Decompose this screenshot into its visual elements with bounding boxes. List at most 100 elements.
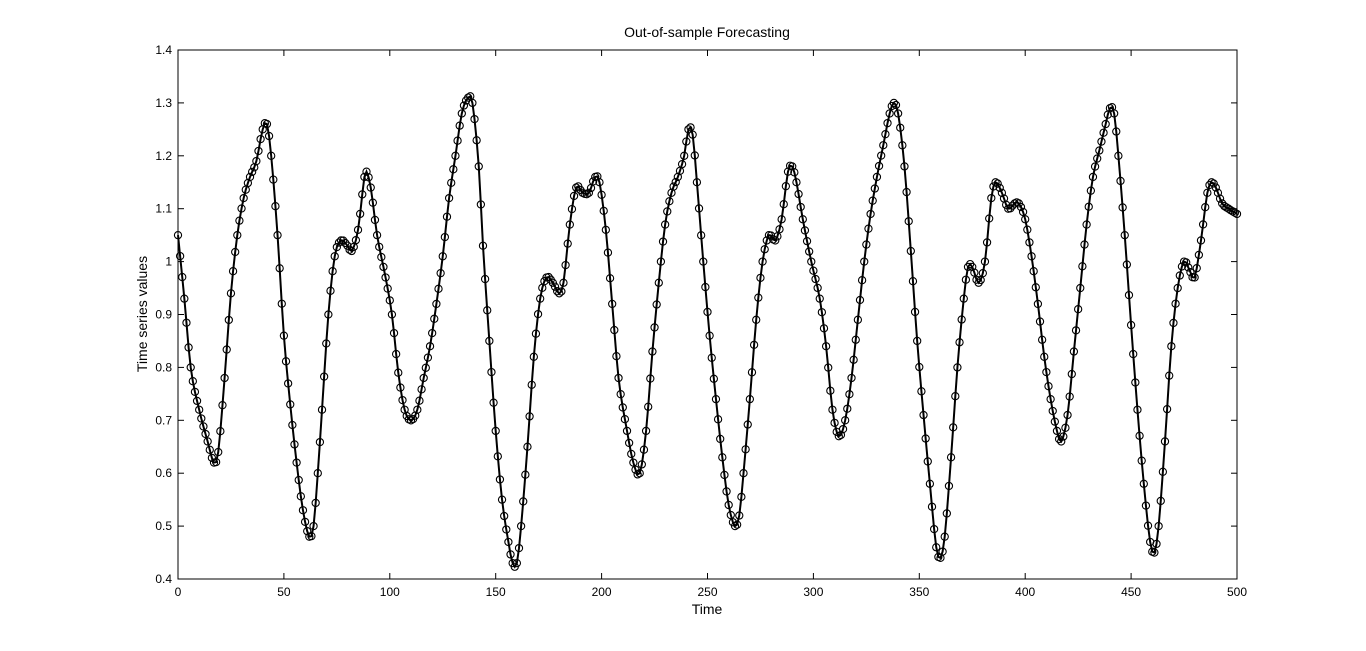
series-point: [277, 299, 286, 308]
series-point: [1215, 194, 1225, 203]
series-point: [612, 352, 621, 361]
series-point: [275, 264, 284, 273]
series-point: [264, 131, 274, 141]
series-point: [658, 237, 668, 246]
series-point: [472, 136, 481, 145]
series-point: [550, 282, 560, 291]
series-point: [1059, 432, 1068, 441]
series-point: [438, 252, 447, 261]
series-point: [370, 215, 380, 225]
series-point: [1027, 252, 1036, 261]
series-point: [908, 277, 918, 286]
series-point: [932, 543, 941, 552]
series-point: [1192, 264, 1201, 273]
series-point: [1226, 205, 1235, 215]
series-point: [1182, 258, 1191, 267]
series-point: [220, 373, 229, 383]
series-point: [1021, 215, 1030, 224]
series-point: [303, 527, 312, 536]
series-point: [1088, 172, 1098, 182]
series-point: [896, 123, 905, 132]
series-point: [389, 328, 399, 338]
x-tick-label: 150: [486, 585, 506, 599]
series-point: [940, 532, 949, 541]
series-point: [824, 363, 833, 372]
series-point: [1213, 188, 1223, 197]
series-point: [709, 374, 718, 383]
series-point: [781, 182, 791, 191]
series-point: [273, 230, 282, 240]
series-point: [428, 328, 437, 338]
series-point: [790, 168, 799, 177]
x-tick-label: 400: [1015, 585, 1035, 599]
series-point: [997, 188, 1007, 197]
series-point: [637, 460, 646, 469]
series-point: [788, 162, 797, 171]
series-point: [1175, 271, 1184, 280]
series-point: [432, 299, 441, 309]
series-point: [805, 247, 814, 256]
x-axis-label: Time: [692, 601, 723, 617]
series-point: [328, 267, 337, 276]
series-point: [603, 248, 613, 257]
series-point: [1150, 548, 1159, 557]
series-point: [900, 162, 909, 171]
series-point: [1095, 146, 1104, 155]
series-point: [470, 114, 479, 124]
series-point: [1201, 203, 1210, 212]
series-point: [730, 521, 740, 531]
series-point: [660, 220, 670, 229]
series-point: [1101, 119, 1110, 129]
series-point: [724, 500, 733, 510]
series-point: [703, 307, 712, 317]
series-point: [252, 156, 261, 166]
series-point: [682, 137, 691, 146]
series-point: [262, 119, 272, 129]
series-point: [938, 547, 947, 556]
series-point: [699, 257, 708, 266]
series-point: [1042, 367, 1051, 377]
series-point: [451, 151, 460, 160]
series-point: [224, 315, 233, 325]
x-tick-label: 100: [380, 585, 400, 599]
series-point: [942, 509, 951, 518]
series-point: [1035, 317, 1045, 326]
series-point: [1224, 204, 1233, 213]
series-point: [758, 257, 767, 266]
series-point: [957, 315, 966, 324]
series-point: [828, 405, 837, 414]
series-point: [608, 299, 617, 309]
series-point: [245, 172, 255, 182]
series-point: [1025, 238, 1034, 247]
y-tick-label: 0.4: [155, 572, 172, 586]
series-point: [588, 177, 598, 186]
series-point: [684, 125, 693, 134]
series-point: [599, 206, 608, 216]
series-point: [749, 340, 759, 350]
series-point: [178, 272, 187, 282]
series-point: [453, 136, 462, 145]
series-point: [819, 324, 829, 333]
series-point: [226, 289, 236, 298]
series-point: [360, 172, 369, 182]
series-point: [355, 209, 365, 219]
series-point: [711, 394, 721, 404]
series-point: [531, 329, 541, 338]
series-point: [557, 287, 566, 296]
series-point: [483, 306, 492, 315]
series-point: [624, 438, 634, 448]
series-point: [419, 373, 428, 383]
series-point: [1071, 326, 1081, 335]
series-point: [775, 225, 784, 234]
series-point: [180, 294, 189, 303]
series-point: [845, 390, 854, 399]
series-point: [1194, 250, 1204, 260]
series-point: [843, 404, 852, 413]
series-point: [1209, 179, 1218, 188]
series-point: [385, 296, 394, 305]
series-point: [877, 151, 886, 160]
series-point: [735, 511, 744, 520]
series-point: [478, 241, 488, 250]
series-point: [1110, 109, 1119, 118]
series-point: [368, 198, 378, 207]
